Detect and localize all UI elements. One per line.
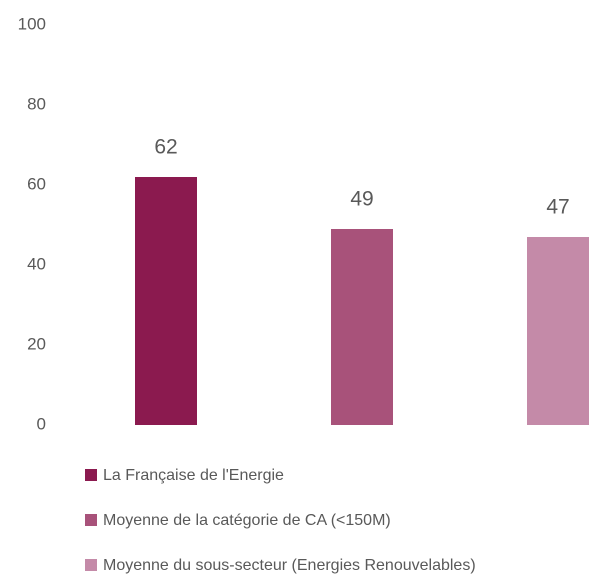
data-label: 62 (154, 136, 177, 159)
data-label: 49 (350, 188, 373, 211)
legend-swatch (85, 469, 97, 481)
y-tick-label: 80 (27, 94, 46, 113)
data-label: 47 (546, 196, 569, 219)
y-tick-label: 60 (27, 174, 46, 193)
bar (135, 177, 197, 425)
legend-swatch (85, 514, 97, 526)
y-tick-label: 40 (27, 254, 46, 273)
y-tick-label: 0 (37, 414, 46, 433)
legend-label: Moyenne de la catégorie de CA (<150M) (103, 512, 391, 529)
legend-swatch (85, 559, 97, 571)
bar (331, 229, 393, 425)
legend-label: La Française de l'Energie (103, 467, 284, 484)
legend-label: Moyenne du sous-secteur (Energies Renouv… (103, 557, 476, 574)
bar (527, 237, 589, 425)
y-tick-label: 20 (27, 334, 46, 353)
y-tick-label: 100 (18, 14, 46, 33)
